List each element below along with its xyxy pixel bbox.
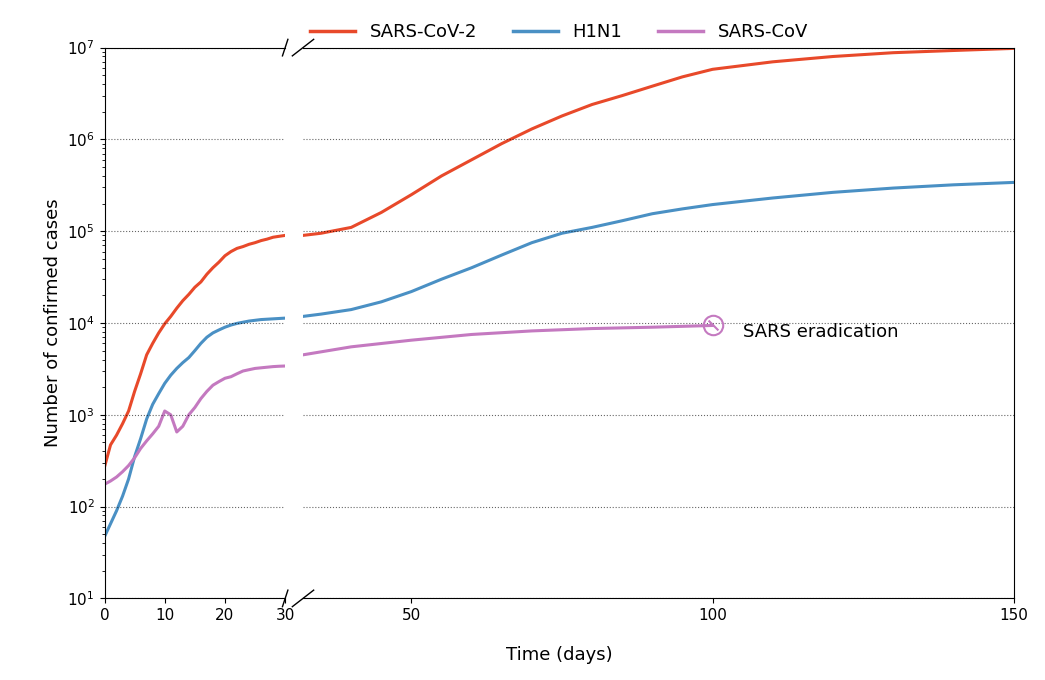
Text: SARS eradication: SARS eradication [743,322,898,341]
Legend: SARS-CoV-2, H1N1, SARS-CoV: SARS-CoV-2, H1N1, SARS-CoV [303,16,815,48]
Text: Time (days): Time (days) [506,645,612,664]
Y-axis label: Number of confirmed cases: Number of confirmed cases [44,199,62,447]
